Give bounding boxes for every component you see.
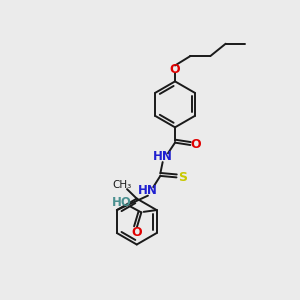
Text: O: O xyxy=(132,226,142,239)
Text: O: O xyxy=(190,139,201,152)
Text: O: O xyxy=(170,62,180,76)
Text: HN: HN xyxy=(138,184,158,197)
Text: CH₃: CH₃ xyxy=(112,180,132,190)
Text: HN: HN xyxy=(153,150,172,163)
Text: HO: HO xyxy=(112,196,132,209)
Text: S: S xyxy=(178,171,187,184)
